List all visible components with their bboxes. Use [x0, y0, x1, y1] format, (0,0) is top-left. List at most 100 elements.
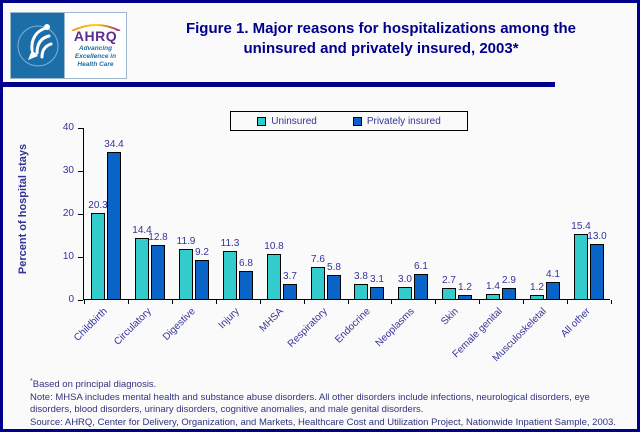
- ahrq-wordmark: AHRQ: [73, 27, 118, 44]
- hhs-logo-block: [11, 13, 64, 78]
- ahrq-logo-block: AHRQ Advancing Excellence in Health Care: [64, 13, 126, 78]
- y-axis-tick-label: 10: [62, 251, 74, 262]
- bar-value-label: 1.4: [486, 281, 500, 292]
- y-axis-title: Percent of hospital stays: [17, 143, 29, 275]
- bar-uninsured: [574, 234, 588, 300]
- bar-privately-insured: [107, 152, 121, 300]
- y-axis-tick-label: 20: [62, 208, 74, 219]
- y-axis-tick-label: 40: [62, 122, 74, 133]
- y-axis-tick: [78, 299, 83, 301]
- footnotes: *Based on principal diagnosis. Note: MHS…: [30, 376, 620, 429]
- x-axis-tick: [391, 300, 392, 304]
- x-axis-category-label: Musculoskeletal: [490, 306, 549, 365]
- bar-value-label: 12.8: [148, 232, 168, 243]
- bar-value-label: 6.8: [239, 258, 253, 269]
- x-axis-category-label: Injury: [216, 306, 242, 332]
- bar-uninsured: [442, 288, 456, 300]
- footnote-source: Source: AHRQ, Center for Delivery, Organ…: [30, 417, 616, 429]
- x-axis-category-label: Circulatory: [112, 306, 154, 348]
- x-axis-category-label: MHSA: [257, 306, 286, 335]
- bar-uninsured: [135, 238, 149, 300]
- figure-title: Figure 1. Major reasons for hospitalizat…: [130, 19, 632, 59]
- x-axis-tick: [435, 300, 436, 304]
- y-axis-tick-label: 30: [62, 165, 74, 176]
- bar-privately-insured: [590, 244, 604, 300]
- bar-value-label: 11.3: [220, 238, 240, 249]
- bar-value-label: 3.0: [398, 274, 412, 285]
- bar-value-label: 2.7: [442, 275, 456, 286]
- bar-uninsured: [267, 254, 281, 300]
- bar-value-label: 3.1: [370, 274, 384, 285]
- x-axis-tick: [567, 300, 568, 304]
- figure-title-line1: Figure 1. Major reasons for hospitalizat…: [185, 20, 577, 37]
- bar-value-label: 20.3: [88, 200, 108, 211]
- x-axis-tick: [304, 300, 305, 304]
- x-axis-tick: [523, 300, 524, 304]
- x-axis-tick: [479, 300, 480, 304]
- footnote-note: Note: MHSA includes mental health and su…: [30, 392, 590, 416]
- bar-privately-insured: [502, 288, 516, 300]
- x-axis-tick: [611, 300, 612, 304]
- bar-value-label: 6.1: [414, 261, 428, 272]
- bar-uninsured: [223, 251, 237, 300]
- bar-privately-insured: [239, 271, 253, 300]
- bar-value-label: 2.9: [502, 275, 516, 286]
- bar-uninsured: [91, 213, 105, 300]
- ahrq-rainbow-arc-icon: [71, 23, 120, 31]
- ahrq-hhs-logo: AHRQ Advancing Excellence in Health Care: [10, 12, 127, 79]
- footnote-diagnosis-text: Based on principal diagnosis.: [32, 379, 157, 391]
- bar-chart-plot-area: 0 10 20 30 40 20.3 34.4 Childbirth 14.4 12.8 Circu…: [63, 122, 612, 364]
- bar-privately-insured: [458, 295, 472, 300]
- bar-privately-insured: [151, 245, 165, 300]
- x-axis-tick: [348, 300, 349, 304]
- bar-uninsured: [354, 284, 368, 300]
- bar-uninsured: [179, 249, 193, 300]
- y-axis-tick-label: 0: [68, 294, 74, 305]
- y-axis-tick: [78, 127, 83, 129]
- bar-privately-insured: [546, 282, 560, 300]
- x-axis-tick: [216, 300, 217, 304]
- chart-legend: Uninsured Privately insured: [230, 111, 468, 131]
- x-axis-tick: [260, 300, 261, 304]
- bar-uninsured: [530, 295, 544, 300]
- bar-value-label: 7.6: [311, 254, 325, 265]
- bar-value-label: 3.8: [354, 271, 368, 282]
- bar-privately-insured: [283, 284, 297, 300]
- y-axis-tick: [78, 170, 83, 172]
- x-axis-category-label: Digestive: [160, 306, 198, 343]
- x-axis-category-label: Neoplasms: [373, 306, 417, 350]
- bar-value-label: 1.2: [530, 282, 544, 293]
- x-axis-category-label: Childbirth: [72, 306, 110, 344]
- x-axis-category-label: Respiratory: [285, 306, 330, 350]
- bar-value-label: 5.8: [327, 262, 341, 273]
- legend-label: Uninsured: [271, 115, 317, 127]
- bar-value-label: 34.4: [104, 139, 124, 150]
- bar-value-label: 11.9: [176, 236, 196, 247]
- legend-label: Privately insured: [366, 115, 441, 127]
- header-divider: [3, 82, 555, 87]
- x-axis-tick: [84, 300, 85, 304]
- y-axis-tick: [78, 213, 83, 215]
- bar-value-label: 3.7: [283, 271, 297, 282]
- x-axis-tick: [128, 300, 129, 304]
- bar-value-label: 4.1: [546, 269, 560, 280]
- bar-value-label: 1.2: [458, 282, 472, 293]
- bar-privately-insured: [370, 287, 384, 300]
- legend-swatch-icon: [257, 116, 267, 126]
- footnote-asterisk: *: [30, 378, 33, 385]
- legend-entry: Uninsured: [257, 116, 317, 127]
- bar-value-label: 15.4: [571, 221, 591, 232]
- figure-title-line2: uninsured and privately insured, 2003*: [243, 40, 519, 57]
- bar-uninsured: [311, 267, 325, 300]
- x-axis-category-label: Endocrine: [333, 306, 373, 346]
- legend-entry: Privately insured: [352, 115, 441, 127]
- bar-uninsured: [486, 294, 500, 300]
- legend-swatch-icon: [352, 116, 362, 126]
- bar-privately-insured: [195, 260, 209, 300]
- x-axis-category-label: Female genital: [450, 306, 505, 361]
- bar-uninsured: [398, 287, 412, 300]
- bar-privately-insured: [414, 274, 428, 300]
- ahrq-tagline: Advancing Excellence in Health Care: [74, 44, 117, 68]
- y-axis-tick: [78, 256, 83, 258]
